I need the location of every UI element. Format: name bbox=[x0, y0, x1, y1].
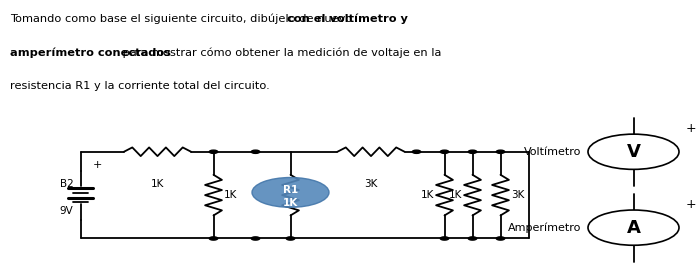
Text: A: A bbox=[626, 219, 640, 237]
Circle shape bbox=[588, 134, 679, 169]
Circle shape bbox=[468, 150, 477, 153]
Text: Tomando como base el siguiente circuito, dibújelo de nuevo con el voltímetro y: Tomando como base el siguiente circuito,… bbox=[10, 14, 463, 24]
Text: 3K: 3K bbox=[364, 179, 378, 189]
Text: 9V: 9V bbox=[60, 207, 74, 216]
Text: Amperímetro: Amperímetro bbox=[508, 222, 581, 233]
Text: +: + bbox=[686, 198, 696, 211]
Text: 1K: 1K bbox=[421, 190, 434, 200]
Circle shape bbox=[251, 237, 260, 240]
Text: B2: B2 bbox=[60, 179, 74, 189]
Circle shape bbox=[252, 178, 329, 207]
Circle shape bbox=[440, 237, 449, 240]
Text: V: V bbox=[626, 143, 640, 161]
Text: resistencia R1 y la corriente total del circuito.: resistencia R1 y la corriente total del … bbox=[10, 81, 270, 91]
Text: para mostrar cómo obtener la medición de voltaje en la: para mostrar cómo obtener la medición de… bbox=[119, 47, 442, 58]
Circle shape bbox=[412, 150, 421, 153]
Text: Voltímetro: Voltímetro bbox=[524, 147, 581, 157]
Circle shape bbox=[496, 237, 505, 240]
Circle shape bbox=[286, 237, 295, 240]
Text: Tomando como base el siguiente circuito, dibújelo de nuevo: Tomando como base el siguiente circuito,… bbox=[10, 14, 356, 24]
Circle shape bbox=[251, 150, 260, 153]
Circle shape bbox=[209, 237, 218, 240]
Circle shape bbox=[468, 237, 477, 240]
Circle shape bbox=[588, 210, 679, 245]
Circle shape bbox=[209, 150, 218, 153]
Text: 1K: 1K bbox=[283, 198, 298, 208]
Text: +: + bbox=[686, 122, 696, 135]
Text: con el voltímetro y: con el voltímetro y bbox=[287, 14, 408, 24]
Text: amperímetro conectados: amperímetro conectados bbox=[10, 47, 172, 58]
Text: 1K: 1K bbox=[150, 179, 164, 189]
Circle shape bbox=[440, 150, 449, 153]
Text: 1K: 1K bbox=[224, 190, 237, 200]
Text: 3K: 3K bbox=[511, 190, 524, 200]
Text: 1K: 1K bbox=[449, 190, 462, 200]
Circle shape bbox=[496, 150, 505, 153]
Text: R1: R1 bbox=[283, 185, 298, 195]
Text: +: + bbox=[93, 160, 102, 170]
